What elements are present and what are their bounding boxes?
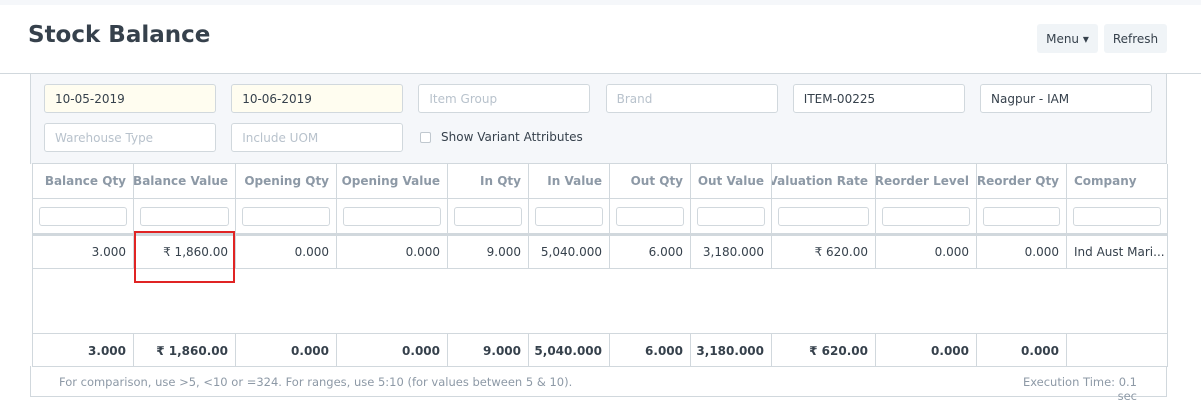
filter-input[interactable]: 10-06-2019 [231,84,404,113]
column-filter-cell [610,199,691,234]
column-filter-input[interactable] [882,207,970,226]
column-filter-cell [876,199,977,234]
column-header: Opening Qty [236,164,337,199]
totals-cell: 0.000 [977,334,1067,367]
data-cell: ₹ 620.00 [772,235,876,269]
data-cell: 6.000 [610,235,691,269]
column-filter-input[interactable] [454,207,522,226]
column-filter-input[interactable] [242,207,330,226]
column-header: Balance Qty [33,164,134,199]
column-filter-input[interactable] [1073,207,1161,226]
column-filter-cell [529,199,610,234]
filter-input[interactable]: Warehouse Type [44,123,216,152]
column-header: Reorder Level [876,164,977,199]
totals-cell: 3,180.000 [691,334,772,367]
totals-cell: 3.000 [33,334,134,367]
totals-cell: 6.000 [610,334,691,367]
filter-input[interactable]: ITEM-00225 [792,84,965,113]
filter-input[interactable]: Item Group [418,84,591,113]
highlight-box [134,231,235,283]
data-cell: 0.000 [236,235,337,269]
column-filter-input[interactable] [983,207,1060,226]
column-header: Reorder Qty [977,164,1067,199]
filter-input[interactable]: Brand [605,84,778,113]
page-title: Stock Balance [28,22,211,48]
column-header: In Qty [448,164,529,199]
column-header: In Value [529,164,610,199]
column-header: Out Qty [610,164,691,199]
column-header: Opening Value [337,164,448,199]
data-cell: 0.000 [876,235,977,269]
header-divider [0,73,1201,74]
column-filter-cell [691,199,772,234]
column-header: Company [1067,164,1168,199]
checkbox[interactable] [420,132,431,143]
totals-cell: ₹ 620.00 [772,334,876,367]
column-filter-input[interactable] [140,207,229,226]
column-header: Out Value [691,164,772,199]
column-filter-cell [1067,199,1168,234]
filter-area [30,74,1167,164]
column-filter-cell [448,199,529,234]
totals-cell: 0.000 [236,334,337,367]
empty-area [33,269,1168,334]
checkbox-label: Show Variant Attributes [441,130,583,144]
column-filter-cell [236,199,337,234]
menu-button[interactable]: Menu ▾ [1037,24,1098,53]
column-filter-input[interactable] [535,207,603,226]
data-cell: 3,180.000 [691,235,772,269]
data-cell: Ind Aust Mari... [1067,235,1168,269]
totals-cell: 0.000 [876,334,977,367]
data-cell: 0.000 [977,235,1067,269]
column-filter-input[interactable] [697,207,765,226]
column-filter-cell [977,199,1067,234]
totals-cell: 0.000 [337,334,448,367]
help-text: For comparison, use >5, <10 or =324. For… [59,375,573,389]
execution-time: Execution Time: 0.1 sec [1022,375,1137,403]
column-filter-cell [33,199,134,234]
totals-cell: 5,040.000 [529,334,610,367]
column-header: Balance Value [134,164,236,199]
totals-cell: 9.000 [448,334,529,367]
column-filter-cell [337,199,448,234]
data-cell: 5,040.000 [529,235,610,269]
menu-label: Menu [1046,31,1080,46]
filter-input[interactable]: 10-05-2019 [44,84,216,113]
data-cell: 9.000 [448,235,529,269]
totals-cell [1067,334,1168,367]
column-filter-cell [134,199,236,234]
column-filter-input[interactable] [778,207,869,226]
column-filter-cell [772,199,876,234]
column-header: Valuation Rate [772,164,876,199]
totals-cell: ₹ 1,860.00 [134,334,236,367]
footer [30,366,1167,397]
data-cell: 3.000 [33,235,134,269]
data-cell: ₹ 1,860.00 [134,235,236,269]
report-table: Balance Qty 3.000 3.000 Balance Value ₹ 1,86… [32,163,1168,367]
data-cell: 0.000 [337,235,448,269]
top-band [0,0,1201,5]
column-filter-input[interactable] [616,207,684,226]
column-filter-input[interactable] [343,207,441,226]
filter-input[interactable]: Nagpur - IAM [980,84,1152,113]
column-filter-input[interactable] [39,207,127,226]
filter-input[interactable]: Include UOM [231,123,404,152]
refresh-button[interactable]: Refresh [1104,24,1167,53]
header-bottom-border [33,233,1168,236]
